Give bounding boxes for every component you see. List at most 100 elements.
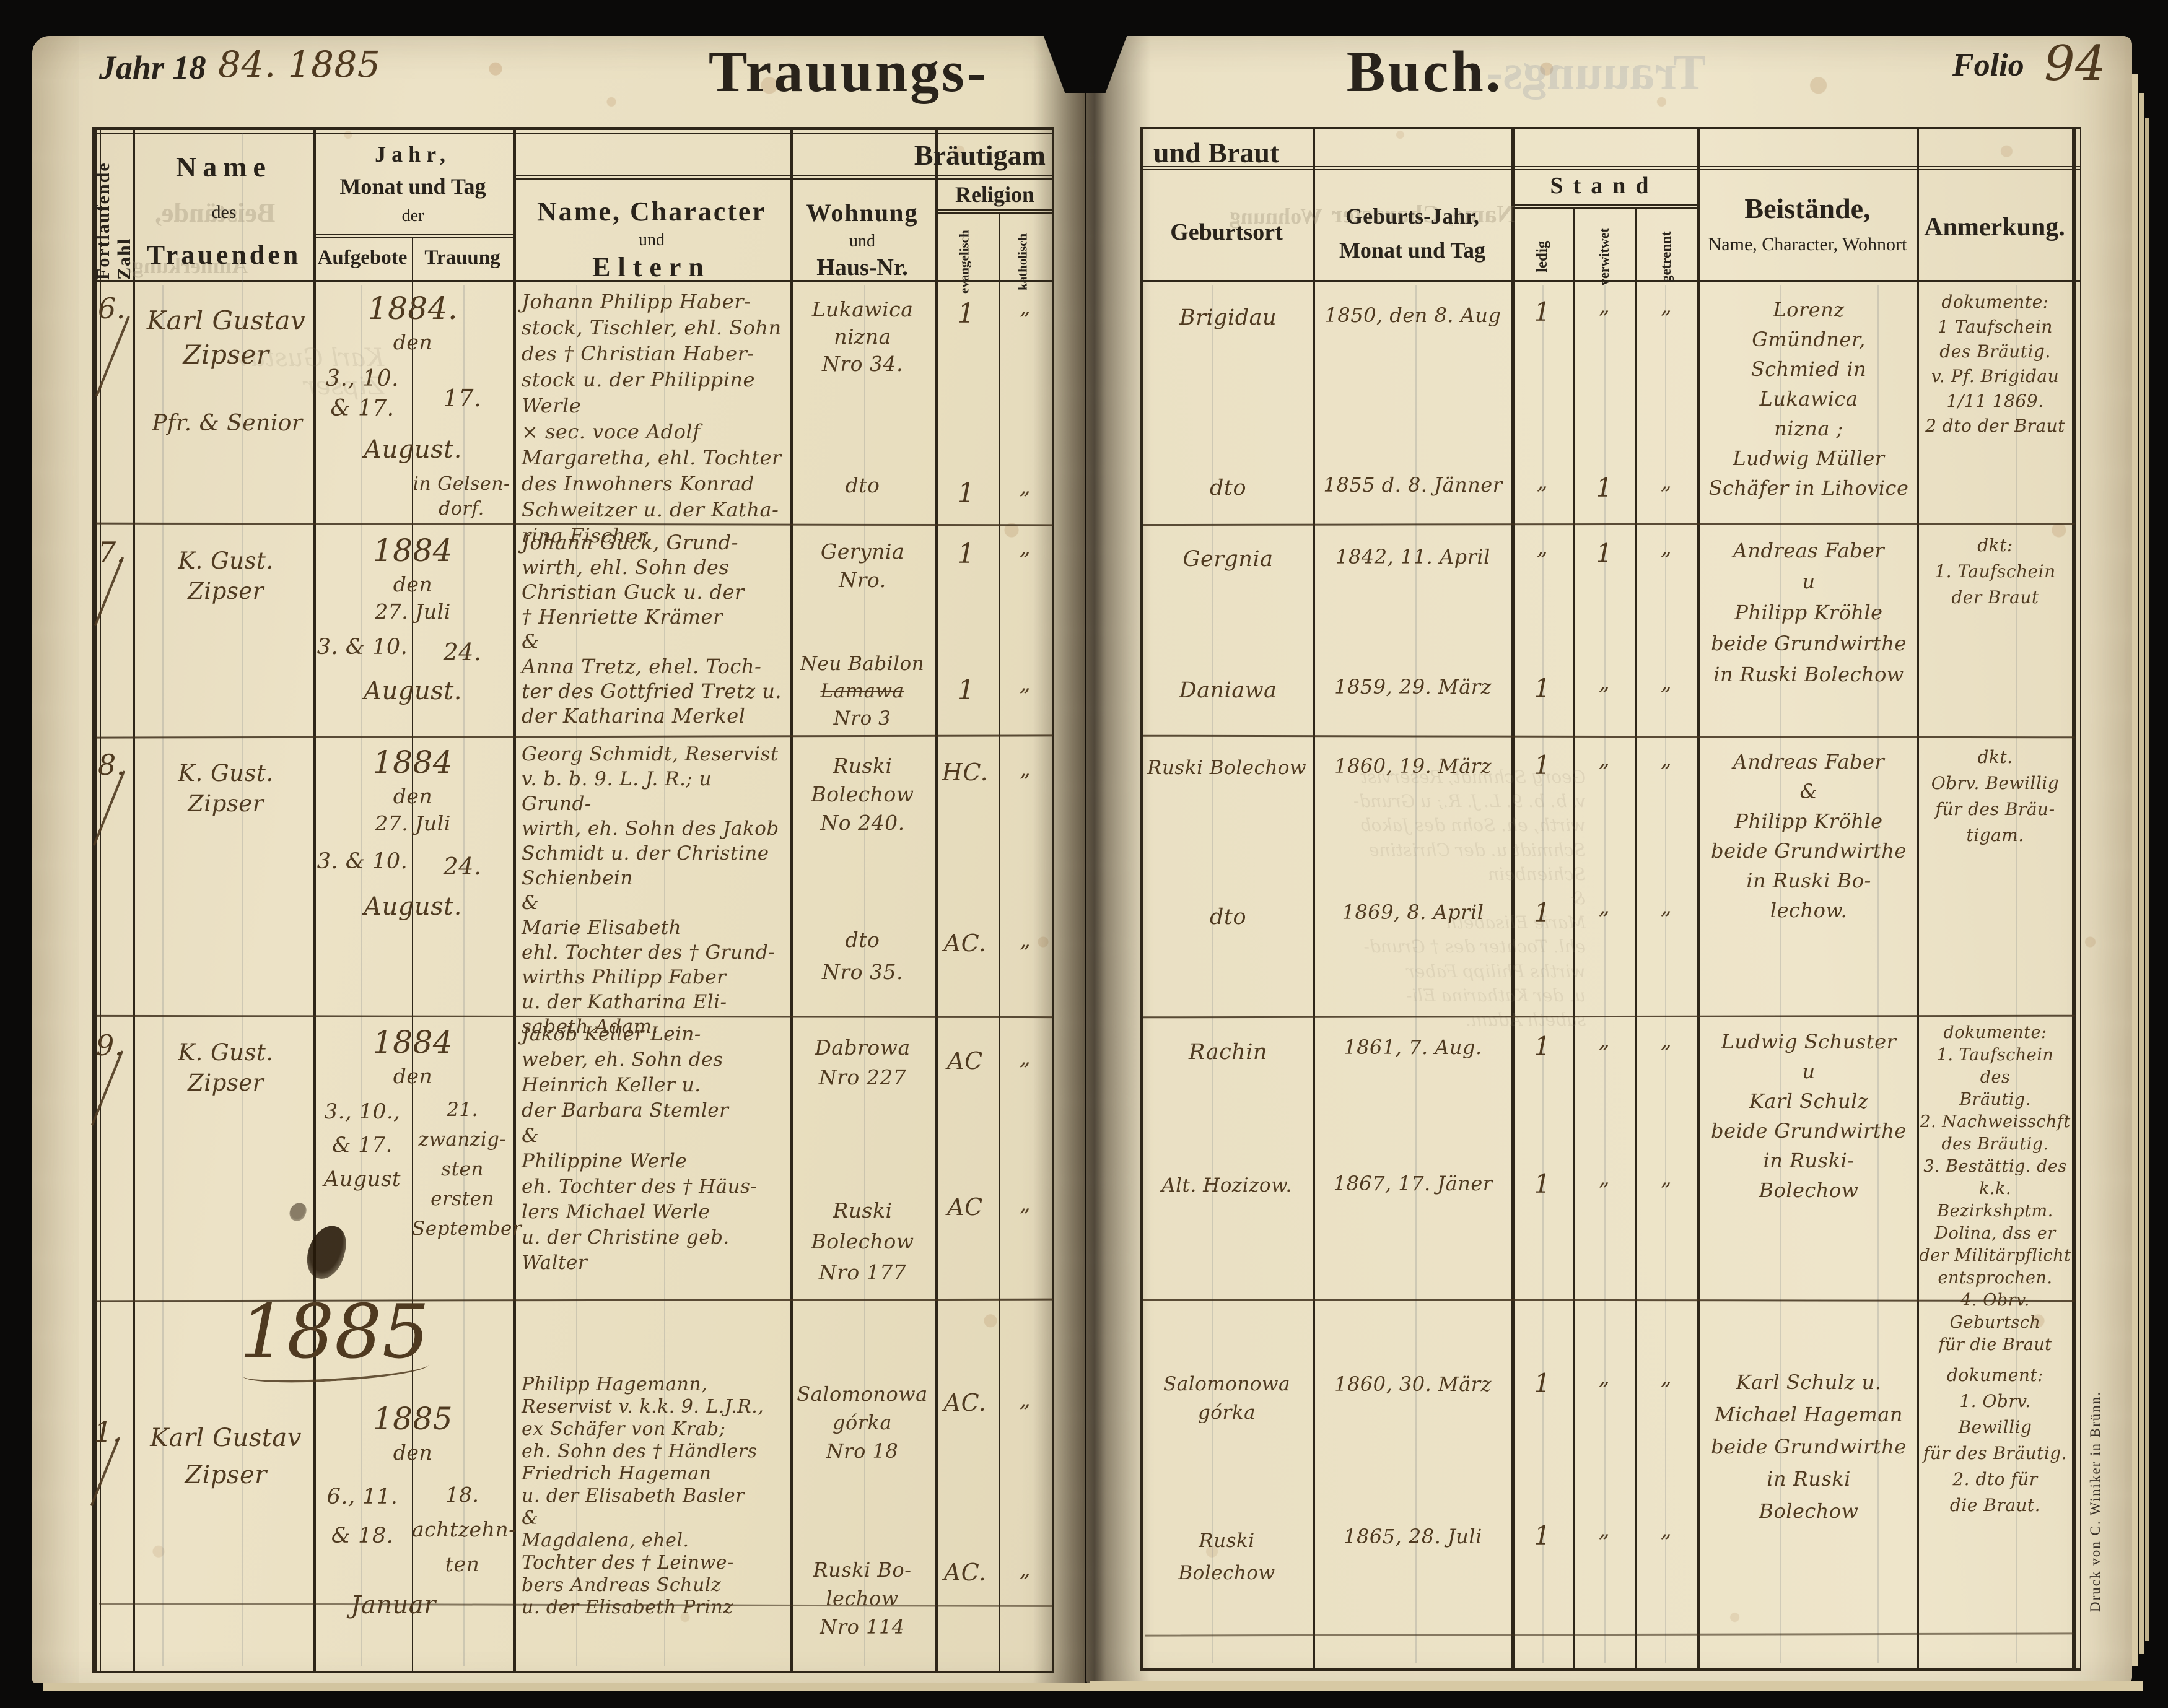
column-rule	[935, 127, 938, 1671]
guide-line	[664, 285, 665, 1666]
column-header-monat-tag: Monat und Tag	[339, 174, 486, 199]
row-number: 6.	[98, 292, 126, 325]
column-header-haus-nr: Haus-Nr.	[816, 255, 908, 281]
bride-residence: dto	[845, 473, 880, 497]
couple-and-parents: Georg Schmidt, Reservist v. b. b. 9. L. …	[522, 743, 779, 1038]
table-border	[1052, 127, 1054, 1671]
bride-residence: Neu Babilon	[800, 653, 925, 675]
book-title-left: Trauungs-	[708, 40, 989, 104]
groom-name: Karl Gustav Zipser	[150, 1424, 302, 1489]
column-rule	[513, 127, 516, 1671]
column-header-beistaende: Beistände,	[1744, 193, 1871, 224]
guide-line	[1877, 285, 1879, 1663]
banns-month: August.	[364, 892, 462, 921]
folio-number: 94	[2044, 36, 2107, 92]
row-number: 9.	[96, 1029, 124, 1062]
religion-katholisch-mark: „	[1019, 535, 1031, 560]
religion-evangelisch-mark: 1	[957, 538, 976, 570]
span-header-und-braut: und Braut	[1153, 137, 1280, 168]
page-edge-strip	[2139, 93, 2144, 1654]
wedding-date: 17.	[443, 385, 482, 412]
column-header-religion: Religion	[955, 182, 1034, 207]
banns-dates: 6., 11. & 18.	[326, 1484, 398, 1548]
groom-residence: Salomonowa górka Nro 18	[797, 1382, 928, 1463]
guide-line	[463, 285, 465, 1666]
bride-birthplace: Daniawa	[1179, 678, 1277, 703]
groom-birthdate: 1860, 19. März	[1334, 754, 1492, 778]
religion-evangelisch-mark: AC.	[943, 930, 987, 957]
couple-and-parents: Johann Philipp Haber- stock, Tischler, e…	[522, 290, 782, 547]
groom-name: K. Gust. Zipser	[178, 547, 274, 604]
column-header-geburtsort: Geburtsort	[1170, 219, 1283, 245]
banns-year: 1884 den	[372, 1024, 453, 1088]
stand-ledig-mark: 1	[1534, 673, 1551, 704]
banns-year: 1885 den	[372, 1401, 453, 1465]
column-rule	[1313, 127, 1315, 1670]
stand-ledig-mark: 1	[1534, 1520, 1551, 1551]
table-border	[100, 127, 101, 1673]
groom-birthplace: Gergnia	[1182, 547, 1274, 572]
column-rule	[790, 127, 793, 1671]
bride-birthplace: Alt. Hozizow.	[1161, 1174, 1292, 1196]
column-header-getrennt: getrennt	[1658, 231, 1674, 283]
religion-katholisch-mark: „	[1019, 671, 1031, 696]
column-rule	[1917, 127, 1919, 1670]
column-header-aufgebote: Aufgebote	[317, 246, 408, 269]
column-rule	[1573, 207, 1575, 1670]
banns-year: 1884 den 27. Juli	[372, 533, 453, 624]
remarks: dkt: 1. Taufschein der Braut	[1934, 535, 2056, 608]
stand-getrennt-mark: „	[1660, 894, 1672, 919]
bride-residence: dto Nro 35.	[822, 928, 903, 984]
religion-evangelisch-mark: 1	[957, 477, 976, 509]
column-rule	[1635, 207, 1637, 1670]
stand-verwitwet-mark: 1	[1596, 538, 1613, 569]
stand-ledig-mark: 1	[1534, 297, 1551, 327]
stand-verwitwet-mark: „	[1598, 1517, 1611, 1542]
religion-evangelisch-mark: AC	[947, 1047, 983, 1074]
religion-katholisch-mark: „	[1019, 1387, 1031, 1412]
remarks: dokument: 1. Obrv. Bewillig für des Bräu…	[1923, 1365, 2068, 1515]
groom-birthdate: 1842, 11. April	[1335, 545, 1490, 569]
page-edge-strip	[2132, 74, 2138, 1666]
row-number: 1.	[94, 1415, 122, 1449]
religion-katholisch-mark: „	[1019, 1045, 1031, 1070]
table-border	[92, 127, 97, 1673]
bride-birthplace: Ruski Bolechow	[1178, 1530, 1275, 1584]
stand-getrennt-mark: „	[1660, 1517, 1672, 1542]
guide-line	[2016, 285, 2017, 1663]
groom-birthplace: Brigidau	[1179, 305, 1277, 330]
header-rule	[513, 175, 1054, 176]
header-rule	[313, 237, 513, 238]
guide-line	[1212, 285, 1213, 1663]
year-handwritten: 84. 1885	[218, 43, 381, 85]
stand-getrennt-mark: „	[1660, 1028, 1672, 1053]
guide-line	[242, 133, 243, 1666]
stand-ledig-mark: „	[1536, 535, 1549, 560]
column-header-beistaende-sub: Name, Character, Wohnort	[1708, 234, 1907, 255]
page-bottom-edge	[1090, 1681, 2143, 1691]
witnesses: Karl Schulz u. Michael Hageman beide Gru…	[1711, 1370, 1907, 1523]
groom-residence: Lukawica nizna Nro 34.	[811, 297, 914, 376]
couple-and-parents: Philipp Hagemann, Reservist v. k.k. 9. L…	[522, 1374, 764, 1618]
wedding-date: 18. achtzehn- ten	[412, 1483, 516, 1577]
stand-ledig-mark: „	[1536, 469, 1549, 494]
banns-month: Januar	[351, 1591, 436, 1619]
groom-birthplace: Salomonowa górka	[1163, 1373, 1290, 1424]
stand-ledig-mark: 1	[1534, 1031, 1551, 1061]
groom-birthdate: 1850, den 8. Aug	[1324, 303, 1501, 327]
column-header-anmerkung: Anmerkung.	[1924, 213, 2065, 242]
column-header-eltern: Eltern	[592, 252, 711, 282]
table-border	[92, 127, 1054, 130]
banns-year: 1884 den 27. Juli	[372, 744, 453, 835]
groom-name: K. Gust. Zipser	[178, 1039, 274, 1096]
groom-residence: Ruski Bolechow No 240.	[811, 754, 914, 835]
religion-katholisch-mark: „	[1019, 1557, 1031, 1582]
religion-katholisch-mark: „	[1019, 1192, 1031, 1216]
religion-evangelisch-mark: AC	[947, 1193, 983, 1221]
remarks: dokumente: 1. Taufschein des Bräutig. 2.…	[1919, 1023, 2071, 1354]
bride-birthdate: 1855 d. 8. Jänner	[1323, 473, 1503, 497]
header-rule	[1511, 204, 1698, 206]
guide-line	[1542, 285, 1544, 1663]
banns-dates: 3., 10., & 17. August	[323, 1099, 401, 1192]
